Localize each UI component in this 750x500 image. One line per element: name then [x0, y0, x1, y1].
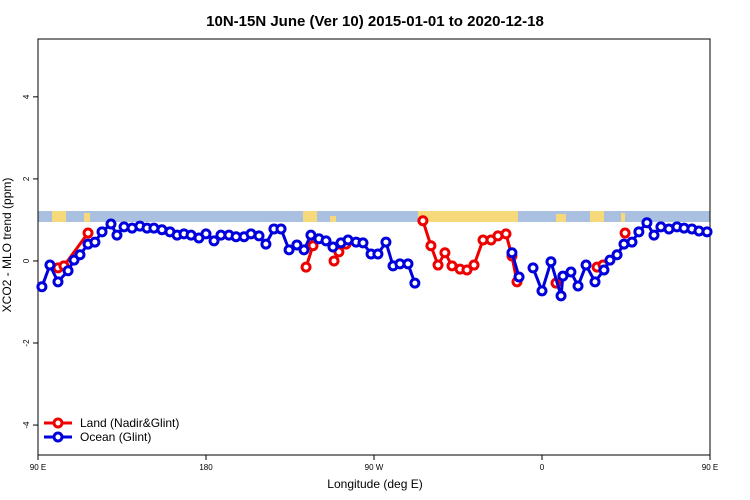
data-point — [432, 259, 444, 271]
data-point — [626, 236, 638, 248]
data-point — [62, 265, 74, 277]
data-point — [500, 228, 512, 240]
land-strip — [418, 211, 518, 222]
data-point — [557, 270, 569, 282]
data-point — [82, 227, 94, 239]
x-tick-label: 180 — [199, 463, 213, 472]
data-point — [298, 244, 310, 256]
data-point — [208, 235, 220, 247]
land-strip — [330, 216, 336, 222]
data-point — [89, 236, 101, 248]
land-strip — [84, 213, 90, 222]
data-point — [260, 238, 272, 250]
data-point — [357, 237, 369, 249]
y-tick-label: 4 — [22, 94, 31, 99]
legend-label: Land (Nadir&Glint) — [80, 416, 179, 430]
data-point — [253, 230, 265, 242]
data-point — [536, 285, 548, 297]
data-point — [545, 256, 557, 268]
data-point — [604, 254, 616, 266]
data-point — [619, 227, 631, 239]
legend-marker — [52, 431, 64, 443]
data-point — [275, 223, 287, 235]
data-point — [580, 259, 592, 271]
data-point — [52, 276, 64, 288]
land-strip — [590, 211, 604, 222]
x-tick-label: 0 — [540, 463, 545, 472]
land-strip — [621, 213, 625, 222]
land-strip — [52, 211, 66, 222]
data-point — [527, 262, 539, 274]
data-point — [555, 290, 567, 302]
data-point — [565, 266, 577, 278]
data-point — [648, 229, 660, 241]
data-point — [200, 228, 212, 240]
y-tick-label: 2 — [22, 176, 31, 181]
data-point — [513, 271, 525, 283]
plot-frame — [37, 38, 711, 456]
land-strip — [303, 211, 317, 222]
data-point — [425, 240, 437, 252]
x-tick-label: 90 E — [702, 463, 718, 472]
data-point — [468, 259, 480, 271]
legend-label: Ocean (Glint) — [80, 430, 151, 444]
y-tick-label: -2 — [22, 339, 31, 347]
data-point — [409, 277, 421, 289]
data-point — [372, 248, 384, 260]
y-tick-label: -4 — [22, 421, 31, 429]
y-axis-label: XCO2 - MLO trend (ppm) — [0, 178, 14, 313]
data-point — [320, 235, 332, 247]
data-point — [633, 226, 645, 238]
surface-strip — [38, 211, 710, 222]
data-point — [611, 249, 623, 261]
data-point — [439, 247, 451, 259]
data-point — [701, 226, 713, 238]
x-tick-label: 90 W — [365, 463, 384, 472]
data-point — [327, 241, 339, 253]
data-point — [111, 229, 123, 241]
data-point — [380, 236, 392, 248]
chart-title: 10N-15N June (Ver 10) 2015-01-01 to 2020… — [206, 13, 544, 30]
x-tick-label: 90 E — [30, 463, 46, 472]
data-point — [300, 261, 312, 273]
data-point — [105, 218, 117, 230]
ocean-strip — [38, 211, 710, 222]
data-point — [36, 281, 48, 293]
data-point — [641, 217, 653, 229]
data-point — [417, 215, 429, 227]
data-point — [307, 240, 319, 252]
data-point — [291, 239, 303, 251]
data-point — [572, 280, 584, 292]
data-point — [74, 249, 86, 261]
data-point — [44, 259, 56, 271]
data-point — [589, 276, 601, 288]
land-strip — [556, 214, 566, 222]
data-point — [402, 258, 414, 270]
data-point — [598, 264, 610, 276]
data-point — [328, 255, 340, 267]
data-point — [461, 264, 473, 276]
y-tick-label: 0 — [22, 258, 31, 263]
data-point — [283, 244, 295, 256]
data-point — [96, 226, 108, 238]
data-point — [506, 247, 518, 259]
legend-marker — [52, 417, 64, 429]
x-axis-label: Longitude (deg E) — [327, 477, 422, 491]
